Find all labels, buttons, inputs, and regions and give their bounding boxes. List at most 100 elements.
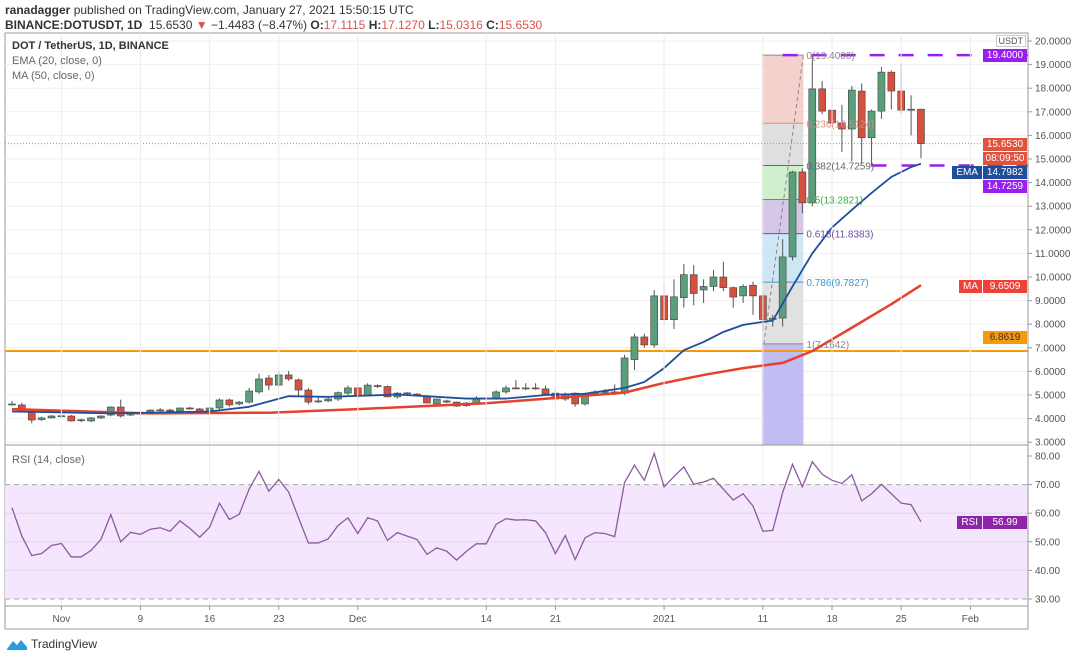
- rsi-tick-label: 60.00: [1035, 509, 1060, 520]
- fib-band: [761, 55, 804, 124]
- currency-label[interactable]: USDT: [995, 35, 1026, 47]
- candle-body: [433, 398, 441, 405]
- price-tick-label: 14.0000: [1035, 178, 1072, 189]
- time-tick-label: Dec: [349, 614, 367, 625]
- legend-ma[interactable]: MA (50, close, 0): [12, 70, 95, 82]
- low-label: L:: [428, 18, 440, 32]
- candle: [749, 281, 757, 315]
- rsi-legend[interactable]: RSI (14, close): [12, 454, 85, 466]
- ma-line: [11, 284, 922, 415]
- logo-text: TradingView: [31, 637, 98, 651]
- candle: [67, 415, 76, 422]
- fib-level-label: 0.786(9.7827): [806, 278, 868, 289]
- high-value: 17.1270: [381, 18, 425, 32]
- candle: [838, 104, 846, 152]
- rsi-tick-label: 70.00: [1035, 480, 1060, 491]
- candle-body: [867, 110, 876, 139]
- candle: [798, 168, 807, 214]
- candle: [531, 383, 540, 390]
- candle-body: [847, 89, 856, 130]
- time-tick-label: 21: [550, 614, 562, 625]
- candle-body: [87, 417, 95, 422]
- candle: [265, 374, 273, 391]
- price-tick-label: 7.0000: [1035, 343, 1066, 354]
- candle-body: [838, 122, 846, 130]
- candle-body: [215, 399, 224, 409]
- candle: [37, 416, 46, 421]
- fib-level-label: 0.5(13.2821): [806, 196, 863, 207]
- candle: [650, 289, 659, 348]
- candle: [709, 269, 718, 292]
- orange-level-badge: 6.8619: [983, 331, 1027, 344]
- price-tick-label: 16.0000: [1035, 131, 1072, 142]
- ema-value-badge: 14.7982: [983, 166, 1027, 179]
- rsi-tick-label: 30.00: [1035, 595, 1060, 606]
- ma-value-badge: 9.6509: [983, 280, 1027, 293]
- candle-body: [383, 386, 392, 398]
- candle-body: [857, 90, 866, 139]
- candle-body: [749, 284, 757, 297]
- candle-body: [186, 407, 194, 410]
- price-tick-label: 15.0000: [1035, 155, 1072, 166]
- price-tick-label: 9.0000: [1035, 296, 1066, 307]
- candle: [867, 109, 876, 167]
- publisher-name[interactable]: ranadagger: [5, 3, 71, 17]
- candle-body: [512, 387, 520, 390]
- resistance-badge: 19.4000: [983, 49, 1027, 62]
- candle-body: [778, 256, 787, 319]
- ema-line: [11, 162, 922, 415]
- candle: [324, 397, 332, 403]
- fib-band: [761, 123, 804, 166]
- price-tick-label: 4.0000: [1035, 414, 1066, 425]
- rsi-tag: RSI: [957, 516, 982, 529]
- fib-band: [761, 199, 804, 234]
- candle: [344, 385, 352, 395]
- candle-body: [27, 411, 36, 421]
- price-pane: [5, 40, 1028, 445]
- time-tick-label: 11: [758, 614, 769, 625]
- time-tick-label: 9: [138, 614, 144, 625]
- publish-info: ranadagger published on TradingView.com,…: [5, 3, 414, 17]
- candle-body: [67, 415, 76, 422]
- open-label: O:: [310, 18, 324, 32]
- rsi-line: [11, 451, 922, 562]
- symbol: BINANCE:DOTUSDT, 1D: [5, 18, 143, 32]
- candle: [363, 383, 372, 397]
- candle: [857, 83, 866, 164]
- candle-body: [442, 400, 451, 403]
- candle-body: [97, 415, 105, 419]
- candle-body: [670, 296, 678, 321]
- candle-body: [235, 401, 244, 405]
- legend-title[interactable]: DOT / TetherUS, 1D, BINANCE: [12, 40, 169, 52]
- candle: [640, 333, 649, 348]
- candle: [788, 170, 797, 261]
- candle-body: [324, 398, 332, 402]
- price-tick-label: 10.0000: [1035, 273, 1072, 284]
- tradingview-logo[interactable]: TradingView: [6, 637, 97, 651]
- price-tick-label: 18.0000: [1035, 84, 1072, 95]
- candle-body: [798, 171, 807, 204]
- candle-body: [403, 392, 412, 395]
- time-tick-label: 18: [826, 614, 838, 625]
- candle: [442, 399, 451, 404]
- candle: [907, 95, 915, 136]
- candle-body: [689, 274, 698, 294]
- candle-body: [156, 409, 164, 412]
- candle-body: [541, 388, 550, 395]
- time-tick-label: 23: [273, 614, 285, 625]
- candle-body: [521, 387, 530, 390]
- candle-body: [314, 400, 323, 403]
- price-tick-label: 12.0000: [1035, 225, 1072, 236]
- legend-ema[interactable]: EMA (20, close, 0): [12, 55, 102, 67]
- fib-level-label: 0.236(16.5124): [806, 119, 874, 130]
- candle: [294, 378, 303, 397]
- candle-body: [294, 379, 303, 391]
- candle: [373, 384, 382, 388]
- candle-body: [255, 378, 263, 393]
- support-badge: 14.7259: [983, 180, 1027, 193]
- high-label: H:: [368, 18, 382, 32]
- candle-body: [729, 287, 738, 298]
- fib-level-label: 0.382(14.7259): [806, 161, 874, 172]
- candle: [847, 85, 856, 162]
